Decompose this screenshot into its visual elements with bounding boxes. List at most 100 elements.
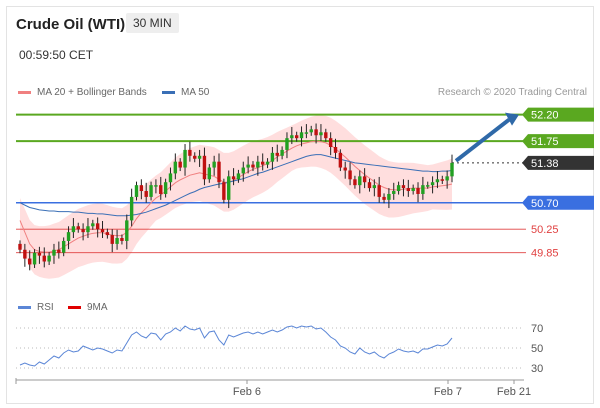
candle-body — [134, 185, 139, 197]
level-tag-resistance — [522, 107, 594, 122]
candle-body — [348, 170, 352, 180]
candle-body — [222, 182, 226, 200]
candle-body — [207, 167, 212, 180]
x-tick-label: Feb 6 — [233, 386, 261, 398]
candle-body — [193, 155, 197, 159]
candle-body — [178, 161, 182, 168]
level-label: 50.25 — [531, 224, 559, 236]
candle-body — [440, 179, 444, 181]
candle-body — [426, 185, 430, 187]
candle-body — [256, 161, 260, 168]
candle-body — [188, 149, 192, 156]
candle-body — [217, 161, 221, 183]
candle-body — [401, 185, 406, 189]
candle-body — [100, 229, 105, 233]
candle-body — [372, 185, 377, 189]
candle-body — [285, 138, 289, 150]
rsi-line — [19, 325, 453, 367]
candle-body — [168, 173, 173, 183]
candle-body — [52, 249, 56, 256]
legend-label-ma50: MA 50 — [181, 87, 210, 98]
candle-body — [227, 176, 231, 200]
candle-body — [299, 132, 304, 139]
candle-body — [382, 196, 386, 200]
candle-body — [319, 132, 323, 136]
candle-body — [37, 252, 42, 256]
candle-body — [241, 167, 245, 174]
legend-swatch-bollinger — [18, 91, 31, 94]
candle-body — [387, 193, 391, 200]
candle-body — [406, 188, 411, 192]
x-tick-label: Feb 7 — [434, 386, 462, 398]
level-label: 50.70 — [531, 198, 559, 210]
legend-swatch-ma50 — [162, 91, 175, 94]
level-tag-last — [522, 155, 594, 170]
candle-body — [416, 188, 420, 194]
legend-label-bollinger: MA 20 + Bollinger Bands — [37, 87, 147, 98]
candle-body — [32, 252, 37, 265]
candle-body — [430, 182, 435, 186]
candle-body — [309, 129, 313, 133]
candle-body — [28, 258, 32, 265]
candle-body — [91, 223, 95, 227]
candle-body — [396, 185, 401, 192]
candle-body — [280, 149, 284, 156]
candle-body — [71, 226, 76, 233]
candle-body — [411, 188, 415, 192]
candle-body — [202, 155, 207, 180]
candle-body — [197, 155, 202, 159]
candle-body — [445, 176, 449, 181]
candle-body — [328, 138, 333, 147]
candle-body — [435, 179, 440, 183]
candle-body — [47, 255, 51, 262]
candle-body — [450, 162, 454, 177]
forecast-arrow-head — [505, 112, 519, 126]
candle-body — [76, 226, 80, 230]
legend-label-9ma: 9MA — [87, 302, 108, 313]
candle-body — [324, 132, 328, 139]
candle-body — [110, 235, 114, 244]
level-label: 52.20 — [531, 110, 559, 122]
candle-body — [294, 135, 299, 139]
level-tag-pivot — [522, 195, 594, 210]
candle-body — [260, 161, 265, 165]
candle-body — [392, 191, 396, 194]
legend-swatch-9ma — [68, 306, 81, 309]
legend-swatch-rsi — [18, 306, 31, 309]
candle-body — [353, 179, 357, 186]
candle-body — [265, 161, 270, 165]
candle-body — [275, 152, 279, 156]
candle-body — [290, 135, 294, 139]
candle-body — [236, 173, 241, 180]
candle-body — [343, 167, 347, 171]
instrument-title: Crude Oil (WTI) — [16, 16, 126, 33]
candle-body — [304, 132, 309, 134]
level-label: 51.75 — [531, 136, 559, 148]
candle-body — [358, 176, 362, 186]
candle-body — [81, 229, 85, 233]
candle-body — [95, 223, 100, 230]
level-label: 51.38 — [531, 158, 559, 170]
candle-body — [149, 185, 153, 197]
candle-body — [86, 226, 90, 233]
legend-bollinger: MA 20 + Bollinger Bands — [18, 87, 147, 98]
candle-body — [246, 164, 250, 168]
candle-body — [125, 220, 129, 241]
candle-body — [129, 196, 134, 221]
legend-ma50: MA 50 — [162, 87, 209, 98]
candle-body — [270, 152, 275, 162]
candle-body — [333, 146, 338, 153]
interval-selector[interactable]: 30 MIN — [126, 13, 179, 33]
candle-body — [163, 182, 168, 194]
level-tag-resistance — [522, 134, 594, 149]
candle-body — [66, 232, 71, 241]
candle-body — [61, 240, 66, 253]
candle-body — [377, 185, 381, 197]
rsi-tick-label: 30 — [531, 363, 543, 375]
timestamp: 00:59:50 CET — [19, 48, 94, 62]
forecast-arrow-shaft — [454, 118, 511, 163]
level-label: 49.85 — [531, 248, 559, 260]
candle-body — [314, 129, 318, 136]
candle-body — [231, 176, 236, 180]
